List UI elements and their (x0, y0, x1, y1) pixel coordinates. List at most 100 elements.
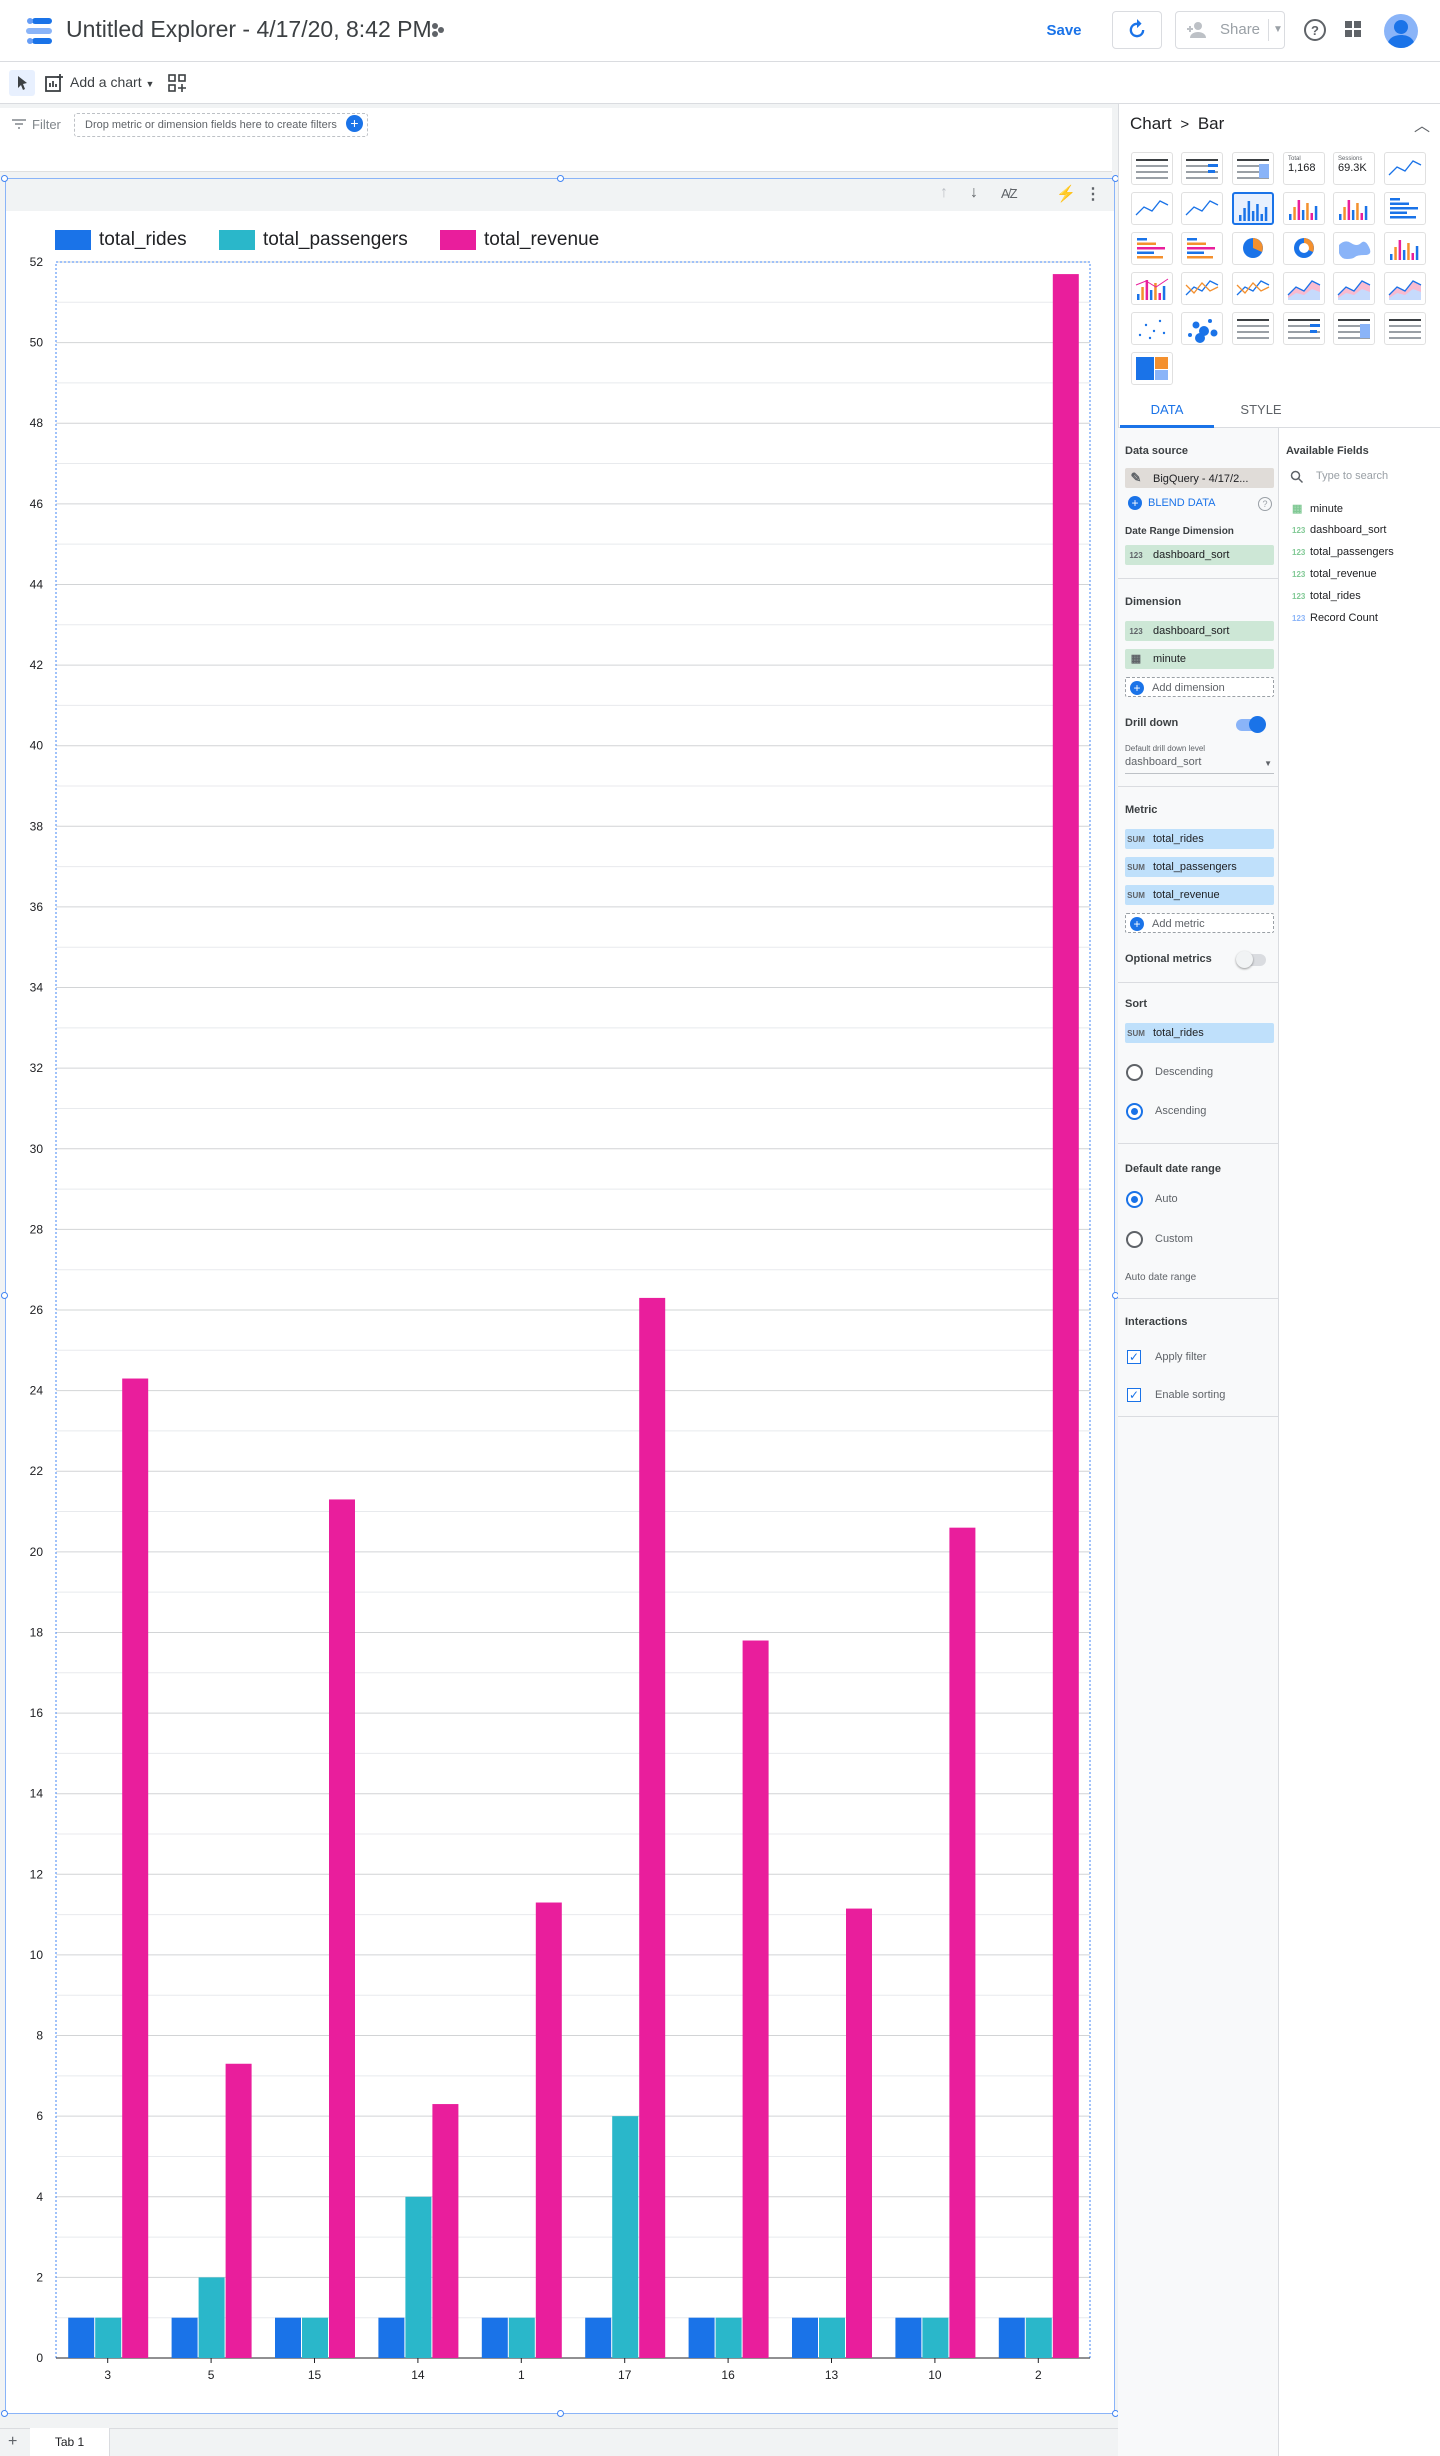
share-dropdown-icon[interactable]: ▼ (1268, 19, 1283, 41)
legend-label-total-revenue[interactable]: total_revenue (484, 229, 600, 250)
chart-type-stacked-area[interactable] (1333, 272, 1375, 305)
help-circle-icon[interactable]: ? (1258, 497, 1272, 511)
chart-type-line[interactable] (1181, 272, 1223, 305)
enable-sorting-checkbox[interactable]: ✓ (1127, 1388, 1141, 1402)
chart-type-treemap[interactable] (1131, 352, 1173, 385)
field-search[interactable]: Type to search (1286, 466, 1436, 488)
add-page-icon[interactable]: + (8, 2433, 18, 2450)
sort-az-icon[interactable]: A̸Z (1001, 186, 1018, 201)
share-button[interactable]: Share ▼ (1175, 11, 1285, 49)
chart-type-donut[interactable] (1283, 232, 1325, 265)
add-chart-button[interactable]: Add a chart ▼ (70, 74, 155, 90)
page-tab[interactable]: Tab 1 (30, 2428, 110, 2456)
bar-total-passengers (819, 2317, 845, 2358)
filter-drop-zone[interactable]: Drop metric or dimension fields here to … (74, 113, 368, 137)
apply-filter-checkbox[interactable]: ✓ (1127, 1350, 1141, 1364)
sort-ascending-radio[interactable] (1126, 1103, 1143, 1120)
apps-grid-icon[interactable] (1343, 19, 1363, 44)
chart-type-table[interactable] (1131, 152, 1173, 185)
chart-type-scorecard-sessions[interactable]: Sessions 69.3K (1333, 152, 1375, 185)
chart-type-bubble[interactable] (1181, 312, 1223, 345)
chart-type-stacked-bar[interactable] (1131, 232, 1173, 265)
add-filter-icon[interactable]: + (346, 115, 363, 132)
available-field[interactable]: 123 total_rides (1292, 590, 1361, 602)
chart-type-scorecard-total[interactable]: Total 1,168 (1283, 152, 1325, 185)
chart-type-time-series[interactable] (1384, 152, 1426, 185)
metric-chip[interactable]: SUM total_rides (1125, 829, 1274, 849)
share-dots-icon[interactable] (430, 22, 446, 43)
sort-descending-radio[interactable] (1126, 1064, 1143, 1081)
blend-data-button[interactable]: + BLEND DATA (1128, 496, 1215, 510)
chart-type-geo-bar[interactable] (1384, 232, 1426, 265)
data-studio-logo[interactable] (22, 14, 58, 48)
legend-label-total-rides[interactable]: total_rides (99, 229, 187, 250)
chart-type-table-bars[interactable] (1181, 152, 1223, 185)
chart-type-pivot-bars[interactable] (1283, 312, 1325, 345)
tab-style[interactable]: STYLE (1240, 402, 1282, 417)
help-icon[interactable]: ? (1302, 17, 1328, 48)
explore-lightning-icon[interactable]: ⚡ (1056, 186, 1076, 203)
chart-type-table-heatmap[interactable] (1232, 152, 1274, 185)
resize-handle[interactable] (557, 2410, 564, 2417)
dimension-chip[interactable]: 123 dashboard_sort (1125, 621, 1274, 641)
y-tick-label: 42 (30, 658, 44, 672)
chart-type-100-stacked-bar[interactable] (1181, 232, 1223, 265)
chart-type-smoothed-series[interactable] (1181, 192, 1223, 225)
user-avatar[interactable] (1384, 14, 1418, 48)
chart-type-100-area[interactable] (1384, 272, 1426, 305)
sort-down-icon[interactable]: ↓ (970, 184, 978, 201)
chart-type-combo[interactable] (1131, 272, 1173, 305)
drill-down-toggle[interactable] (1236, 716, 1266, 733)
default-drill-select[interactable]: dashboard_sort ▼ (1125, 756, 1274, 774)
chart-type-sparkline[interactable] (1131, 192, 1173, 225)
available-field[interactable]: 123 total_passengers (1292, 546, 1394, 558)
available-field[interactable]: 123 total_revenue (1292, 568, 1377, 580)
chart-type-stacked-column[interactable] (1283, 192, 1325, 225)
chart-type-pivot-table[interactable] (1232, 312, 1274, 345)
chart-type-100-stacked-column[interactable] (1333, 192, 1375, 225)
date-auto-radio[interactable] (1126, 1191, 1143, 1208)
y-tick-label: 36 (30, 900, 44, 914)
edit-pencil-icon[interactable]: ✎ (1130, 470, 1142, 485)
resize-handle[interactable] (1, 1292, 8, 1299)
search-input[interactable]: Type to search (1316, 470, 1389, 482)
add-component-icon[interactable] (167, 73, 187, 98)
add-dimension-button[interactable]: + Add dimension (1125, 677, 1274, 697)
chart-type-bullet[interactable] (1384, 312, 1426, 345)
chart-type-column[interactable] (1232, 192, 1274, 225)
resize-handle[interactable] (1, 2410, 8, 2417)
data-source-chip[interactable]: ✎ BigQuery - 4/17/2... (1125, 468, 1274, 488)
optional-metrics-toggle[interactable] (1236, 951, 1266, 968)
legend-label-total-passengers[interactable]: total_passengers (263, 229, 408, 250)
breadcrumb-chart[interactable]: Chart (1130, 114, 1172, 133)
save-button[interactable]: Save (1046, 22, 1082, 39)
available-field[interactable]: 123 dashboard_sort (1292, 524, 1387, 536)
metric-chip[interactable]: SUM total_passengers (1125, 857, 1274, 877)
add-metric-button[interactable]: + Add metric (1125, 913, 1274, 933)
report-title[interactable]: Untitled Explorer - 4/17/20, 8:42 PM (66, 16, 432, 42)
refresh-button[interactable] (1112, 11, 1162, 49)
available-field[interactable]: 123 Record Count (1292, 612, 1378, 624)
more-options-icon[interactable]: ⋮ (1085, 186, 1101, 203)
collapse-panel-icon[interactable]: ︿ (1414, 118, 1431, 135)
chart-type-pie[interactable] (1232, 232, 1274, 265)
chart-type-pivot-heatmap[interactable] (1333, 312, 1375, 345)
available-field[interactable]: ▦ minute (1292, 503, 1344, 515)
dimension-chip[interactable]: ▦ minute (1125, 649, 1274, 669)
sort-up-icon[interactable]: ↑ (940, 184, 948, 201)
tab-data[interactable]: DATA (1120, 392, 1214, 428)
resize-handle[interactable] (557, 175, 564, 182)
date-range-dimension-chip[interactable]: 123 dashboard_sort (1125, 545, 1274, 565)
select-tool-button[interactable] (9, 70, 35, 96)
chart-type-smooth-line[interactable] (1232, 272, 1274, 305)
chart-type-bar[interactable] (1384, 192, 1426, 225)
y-tick-label: 46 (30, 497, 44, 511)
resize-handle[interactable] (1, 175, 8, 182)
add-chart-icon[interactable] (44, 73, 64, 98)
metric-chip[interactable]: SUM total_revenue (1125, 885, 1274, 905)
chart-type-area[interactable] (1283, 272, 1325, 305)
chart-type-scatter[interactable] (1131, 312, 1173, 345)
sort-field-chip[interactable]: SUM total_rides (1125, 1023, 1274, 1043)
date-custom-radio[interactable] (1126, 1231, 1143, 1248)
chart-type-geo-map[interactable] (1333, 232, 1375, 265)
